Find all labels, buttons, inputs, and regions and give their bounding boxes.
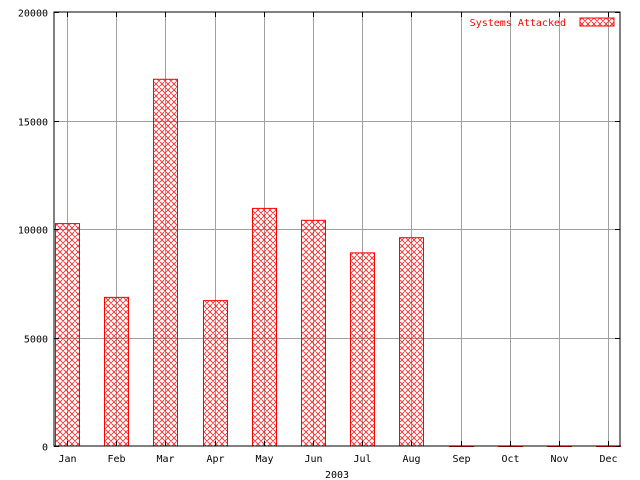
bar-jun xyxy=(301,219,326,447)
bar-jan xyxy=(55,223,80,447)
bar-apr xyxy=(203,300,228,447)
x-tick-label: Oct xyxy=(501,454,519,465)
bar-may xyxy=(252,207,277,447)
bar-aug xyxy=(399,237,424,447)
x-tick-label: May xyxy=(255,454,273,465)
x-tick-label: Jun xyxy=(304,454,322,465)
y-tick-label: 15000 xyxy=(18,118,48,129)
x-axis-label: 2003 xyxy=(325,470,349,480)
y-tick-label: 0 xyxy=(42,443,48,454)
x-tick-label: Nov xyxy=(550,454,568,465)
legend-label: Systems Attacked xyxy=(470,18,566,29)
x-tick-label: Dec xyxy=(599,454,617,465)
legend: Systems Attacked xyxy=(470,17,615,29)
bar-jul xyxy=(350,252,375,447)
y-tick-label: 5000 xyxy=(24,335,48,346)
axis-ticks xyxy=(54,12,620,447)
legend-swatch xyxy=(579,17,615,27)
y-tick-label: 20000 xyxy=(18,9,48,20)
x-tick-label: Sep xyxy=(452,454,470,465)
x-tick-label: Aug xyxy=(402,454,420,465)
x-tick-label: Mar xyxy=(156,454,174,465)
y-tick-label: 10000 xyxy=(18,226,48,237)
bar-mar xyxy=(153,78,178,447)
tick-labels: 0 5000 10000 15000 20000 Jan Feb Mar Apr May Jun Ju… xyxy=(18,9,618,466)
x-tick-label: Jul xyxy=(353,454,371,465)
x-tick-label: Jan xyxy=(58,454,76,465)
grid-lines xyxy=(54,12,620,446)
bars xyxy=(55,78,621,447)
x-tick-label: Feb xyxy=(107,454,125,465)
x-tick-label: Apr xyxy=(206,454,224,465)
bar-feb xyxy=(104,296,129,447)
